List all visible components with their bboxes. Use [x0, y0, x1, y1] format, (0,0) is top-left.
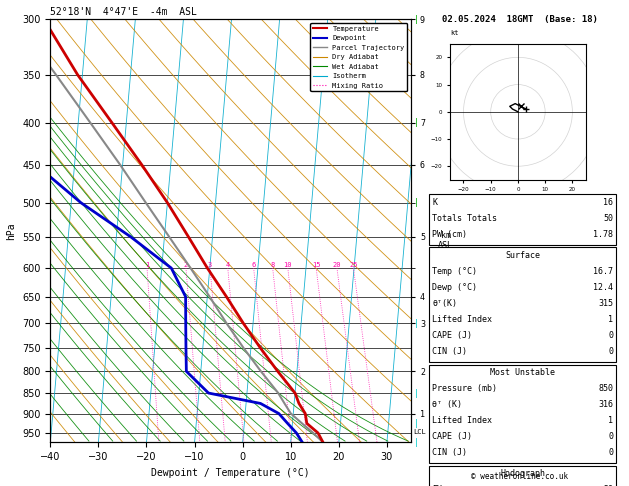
Text: Temp (°C): Temp (°C)	[432, 267, 477, 276]
Text: K: K	[432, 198, 437, 207]
Text: Totals Totals: Totals Totals	[432, 214, 498, 223]
Text: CAPE (J): CAPE (J)	[432, 331, 472, 340]
Text: kt: kt	[450, 31, 459, 36]
Text: 12.4: 12.4	[593, 283, 613, 292]
Text: |: |	[414, 438, 419, 447]
Text: 0: 0	[608, 331, 613, 340]
Text: Pressure (mb): Pressure (mb)	[432, 384, 498, 393]
Text: 16: 16	[603, 198, 613, 207]
Text: 316: 316	[598, 400, 613, 409]
Text: |: |	[414, 15, 419, 24]
Text: 02.05.2024  18GMT  (Base: 18): 02.05.2024 18GMT (Base: 18)	[442, 15, 598, 24]
Text: |: |	[414, 388, 419, 398]
Text: 20: 20	[333, 262, 341, 268]
Text: 1.78: 1.78	[593, 230, 613, 239]
Text: Lifted Index: Lifted Index	[432, 416, 493, 425]
Text: CIN (J): CIN (J)	[432, 347, 467, 356]
Text: 0: 0	[608, 347, 613, 356]
Text: |: |	[414, 319, 419, 328]
Text: 16.7: 16.7	[593, 267, 613, 276]
Text: 52°18'N  4°47'E  -4m  ASL: 52°18'N 4°47'E -4m ASL	[50, 7, 198, 17]
Text: θᵀ(K): θᵀ(K)	[432, 299, 457, 308]
Text: 0: 0	[608, 448, 613, 457]
Y-axis label: hPa: hPa	[6, 222, 16, 240]
Text: 25: 25	[349, 262, 358, 268]
Text: 850: 850	[598, 384, 613, 393]
Text: LCL: LCL	[413, 429, 426, 435]
Text: Most Unstable: Most Unstable	[491, 368, 555, 377]
Text: EH: EH	[432, 485, 442, 486]
Text: 15: 15	[312, 262, 320, 268]
Text: PW (cm): PW (cm)	[432, 230, 467, 239]
Y-axis label: km
ASL: km ASL	[438, 231, 454, 250]
Text: CIN (J): CIN (J)	[432, 448, 467, 457]
Text: 1: 1	[608, 416, 613, 425]
Text: 50: 50	[603, 214, 613, 223]
Text: © weatheronline.co.uk: © weatheronline.co.uk	[471, 472, 568, 481]
Text: 20: 20	[603, 485, 613, 486]
Text: 3: 3	[208, 262, 212, 268]
Text: 8: 8	[270, 262, 275, 268]
Text: Lifted Index: Lifted Index	[432, 315, 493, 324]
Text: 2: 2	[184, 262, 188, 268]
Text: Dewp (°C): Dewp (°C)	[432, 283, 477, 292]
Text: Surface: Surface	[505, 251, 540, 260]
Text: 1: 1	[608, 315, 613, 324]
Text: 315: 315	[598, 299, 613, 308]
Text: 1: 1	[145, 262, 149, 268]
Text: CAPE (J): CAPE (J)	[432, 432, 472, 441]
Text: θᵀ (K): θᵀ (K)	[432, 400, 462, 409]
Text: Hodograph: Hodograph	[500, 469, 545, 478]
Legend: Temperature, Dewpoint, Parcel Trajectory, Dry Adiabat, Wet Adiabat, Isotherm, Mi: Temperature, Dewpoint, Parcel Trajectory…	[310, 23, 408, 91]
Text: 4: 4	[226, 262, 230, 268]
Text: |: |	[414, 118, 419, 127]
Text: 6: 6	[252, 262, 256, 268]
Text: 10: 10	[284, 262, 292, 268]
X-axis label: Dewpoint / Temperature (°C): Dewpoint / Temperature (°C)	[152, 468, 310, 478]
Text: |: |	[414, 198, 419, 207]
Text: 0: 0	[608, 432, 613, 441]
Text: |: |	[414, 419, 419, 428]
